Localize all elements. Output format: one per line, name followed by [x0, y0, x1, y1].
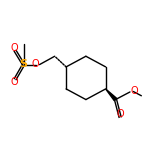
Text: O: O — [130, 86, 138, 96]
Text: O: O — [116, 109, 124, 119]
Text: O: O — [32, 59, 39, 69]
Text: O: O — [11, 43, 18, 53]
Text: S: S — [20, 59, 28, 69]
Polygon shape — [106, 89, 117, 101]
Text: O: O — [11, 77, 18, 87]
